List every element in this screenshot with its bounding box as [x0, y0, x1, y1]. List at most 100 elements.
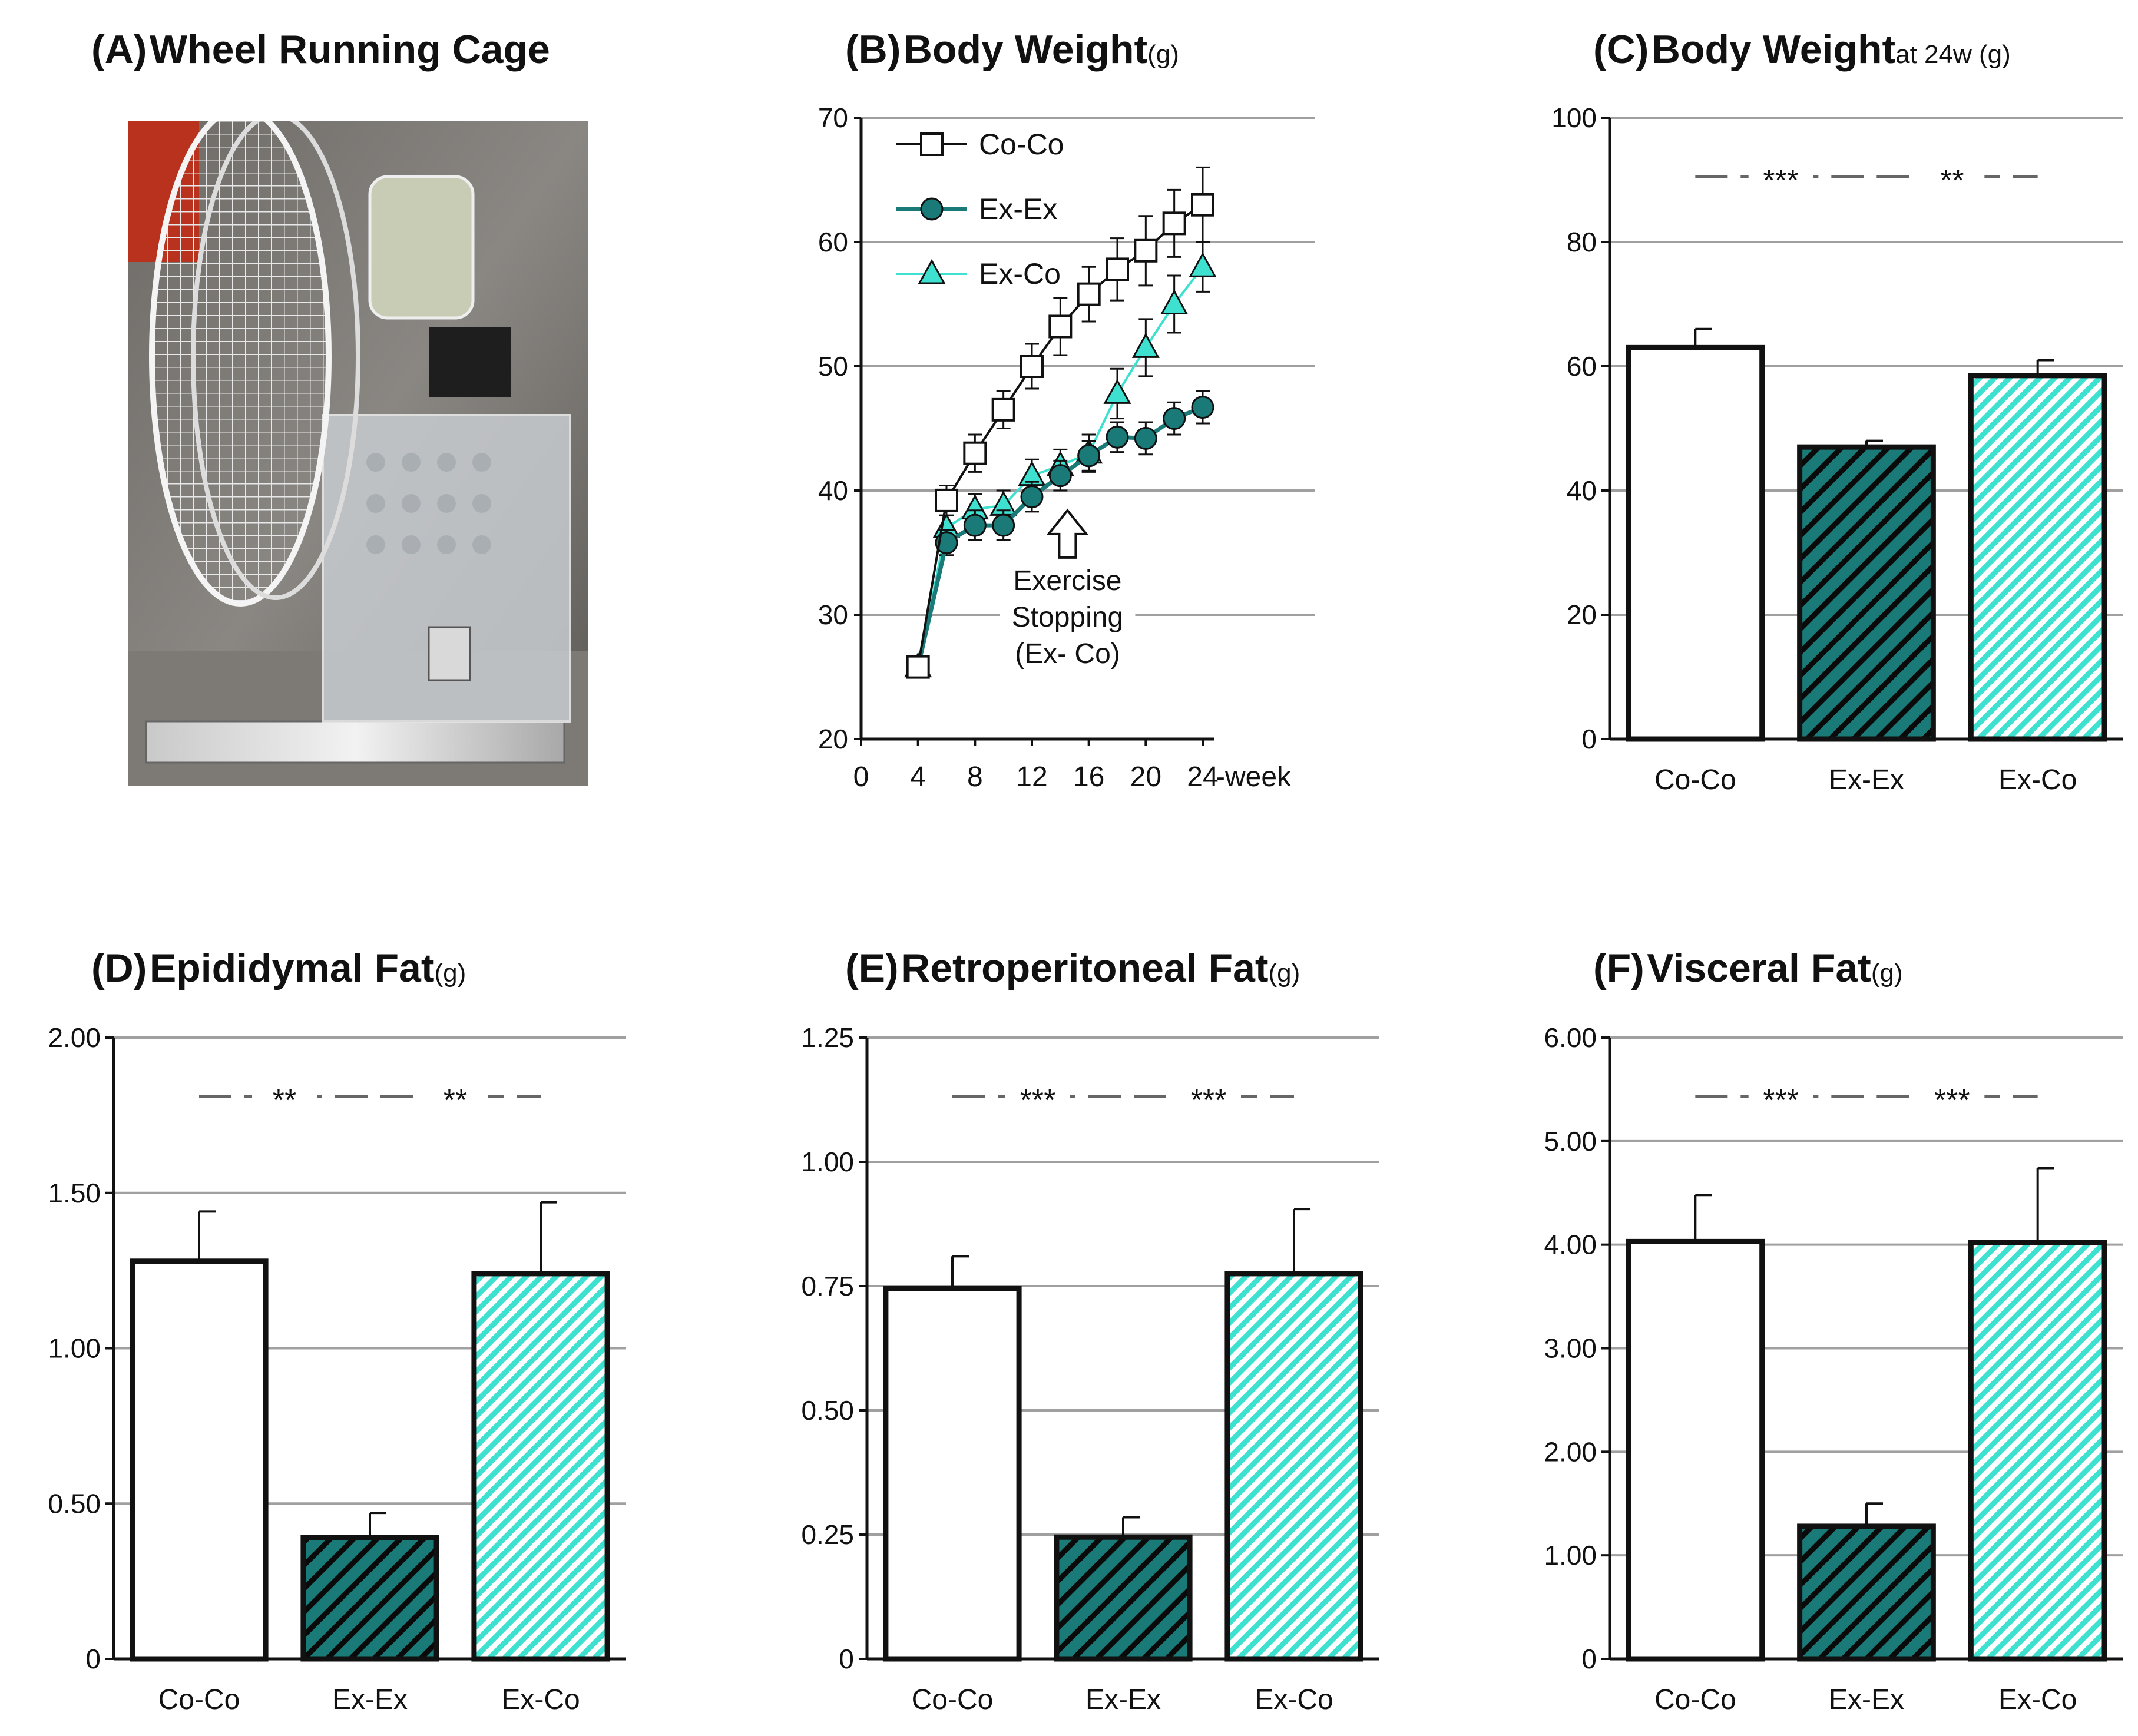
panel-b-title-text: Body Weight [903, 27, 1148, 72]
data-point [963, 441, 987, 465]
y-tick-label: 100 [1551, 102, 1597, 133]
panel-f-title: (F) Visceral Fat(g) [1593, 945, 1903, 991]
annotation-bg [1000, 563, 1136, 598]
panel-a-prefix: (A) [91, 27, 147, 72]
annotation-bg [1000, 599, 1136, 634]
significance-label: *** [1763, 1084, 1799, 1118]
significance-label: ** [273, 1084, 296, 1118]
panel-c-title-text: Body Weight [1651, 27, 1896, 72]
data-point [1189, 252, 1217, 277]
x-tick-label: Ex-Co [1998, 1684, 2077, 1715]
panel-a-title: (A) Wheel Running Cage [91, 26, 550, 72]
y-tick-label: 6.00 [1544, 1022, 1597, 1053]
significance-label: *** [1191, 1084, 1227, 1118]
x-tick-label: 20 [1130, 761, 1161, 793]
legend-marker [920, 132, 944, 156]
x-tick-label: Co-Co [1654, 1684, 1736, 1715]
panel-e-title-text: Retroperitoneal Fat [901, 946, 1269, 990]
y-tick-label: 1.00 [801, 1147, 854, 1177]
legend-label: Ex-Co [979, 257, 1061, 290]
significance-label: ** [444, 1084, 467, 1118]
legend-label: Ex-Ex [979, 193, 1057, 226]
panel-d-title: (D) Epididymal Fat(g) [91, 945, 466, 991]
data-point [935, 488, 958, 512]
annotation-text: Exercise [1013, 565, 1121, 597]
significance-gap [1748, 1080, 1813, 1109]
data-point [992, 513, 1015, 537]
y-tick-label: 0.25 [801, 1519, 854, 1550]
chart-b: 20 30 40 50 60 70 0 4 8 12 16 20 24-week Co-Co Ex-Ex Ex… [818, 102, 1315, 793]
panel-c-prefix: (C) [1593, 27, 1649, 72]
series-co-co [906, 166, 1214, 679]
holes-pattern [366, 453, 491, 554]
y-tick-label: 1.25 [801, 1022, 854, 1053]
counter-device [429, 327, 511, 397]
bar-ex-ex [1797, 1523, 1936, 1662]
bar-co-co [1626, 1238, 1765, 1662]
x-tick-label: Ex-Ex [1085, 1684, 1161, 1715]
y-tick-label: 70 [818, 102, 848, 133]
significance-label: *** [1934, 1084, 1970, 1118]
up-arrow-icon [1046, 508, 1089, 559]
x-tick-label: 12 [1016, 761, 1047, 793]
y-tick-label: 4.00 [1544, 1230, 1597, 1260]
x-tick-label: Co-Co [1654, 764, 1736, 796]
bar-ex-ex [1054, 1534, 1193, 1662]
panel-d-title-text: Epididymal Fat [149, 946, 435, 990]
y-tick-label: 0.50 [801, 1395, 854, 1426]
data-point [963, 513, 987, 537]
wheel-running-cage-photo [128, 121, 588, 786]
y-tick-label: 5.00 [1544, 1126, 1597, 1157]
x-tick-label: 24 [1187, 761, 1218, 793]
y-tick-label: 3.00 [1544, 1333, 1597, 1364]
x-axis-label: -week [1216, 761, 1292, 793]
panel-e-prefix: (E) [845, 946, 899, 990]
bar-ex-ex [1797, 444, 1936, 742]
data-point [1163, 407, 1186, 430]
chart-f: 0 1.00 2.00 3.00 4.00 5.00 6.00 Co-Co Ex-Ex Ex-Co… [1544, 1022, 2123, 1715]
y-tick-label: 0.75 [801, 1271, 854, 1301]
y-tick-label: 20 [1567, 599, 1597, 630]
significance-label: ** [1940, 164, 1964, 198]
y-tick-label: 60 [818, 227, 848, 257]
data-point [1191, 396, 1214, 419]
y-tick-label: 40 [1567, 475, 1597, 506]
y-tick-label: 40 [818, 475, 848, 506]
panel-f-prefix: (F) [1593, 946, 1644, 990]
y-tick-label: 50 [818, 351, 848, 382]
data-point [1077, 444, 1101, 468]
y-tick-label: 0 [1581, 1644, 1597, 1674]
bar-co-co [1626, 344, 1765, 742]
x-tick-label: 16 [1073, 761, 1104, 793]
chart-e: 0 0.25 0.50 0.75 1.00 1.25 Co-Co Ex-Ex Ex-Co *** *… [801, 1022, 1379, 1715]
panel-a-title-text: Wheel Running Cage [149, 27, 550, 72]
y-tick-label: 0 [839, 1644, 854, 1674]
annotation-text: Stopping [1012, 602, 1124, 633]
bar-ex-ex [300, 1535, 439, 1662]
data-point [1048, 314, 1073, 339]
bar-ex-co [1968, 373, 2107, 742]
data-point [1048, 464, 1072, 488]
significance-label: *** [1763, 164, 1799, 198]
panel-f-title-text: Visceral Fat [1647, 946, 1871, 990]
y-tick-label: 2.00 [48, 1022, 101, 1053]
panel-b-unit: (g) [1147, 40, 1179, 69]
y-tick-label: 2.00 [1544, 1436, 1597, 1467]
data-point [1103, 379, 1131, 404]
x-tick-label: Ex-Co [1255, 1684, 1333, 1715]
water-bottle [368, 175, 475, 320]
legend: Co-Co Ex-Ex Ex-Co [896, 128, 1064, 290]
data-point [991, 397, 1015, 422]
x-tick-label: 8 [967, 761, 983, 793]
data-point [1106, 425, 1129, 449]
annotation-bg [1000, 636, 1136, 671]
panel-b-title: (B) Body Weight(g) [845, 26, 1179, 72]
data-point [1134, 426, 1157, 450]
data-point [1191, 193, 1214, 217]
significance-gap [1919, 160, 1985, 190]
significance-label: *** [1020, 1084, 1056, 1118]
panel-f-unit: (g) [1871, 959, 1903, 988]
bar-co-co [883, 1286, 1022, 1662]
